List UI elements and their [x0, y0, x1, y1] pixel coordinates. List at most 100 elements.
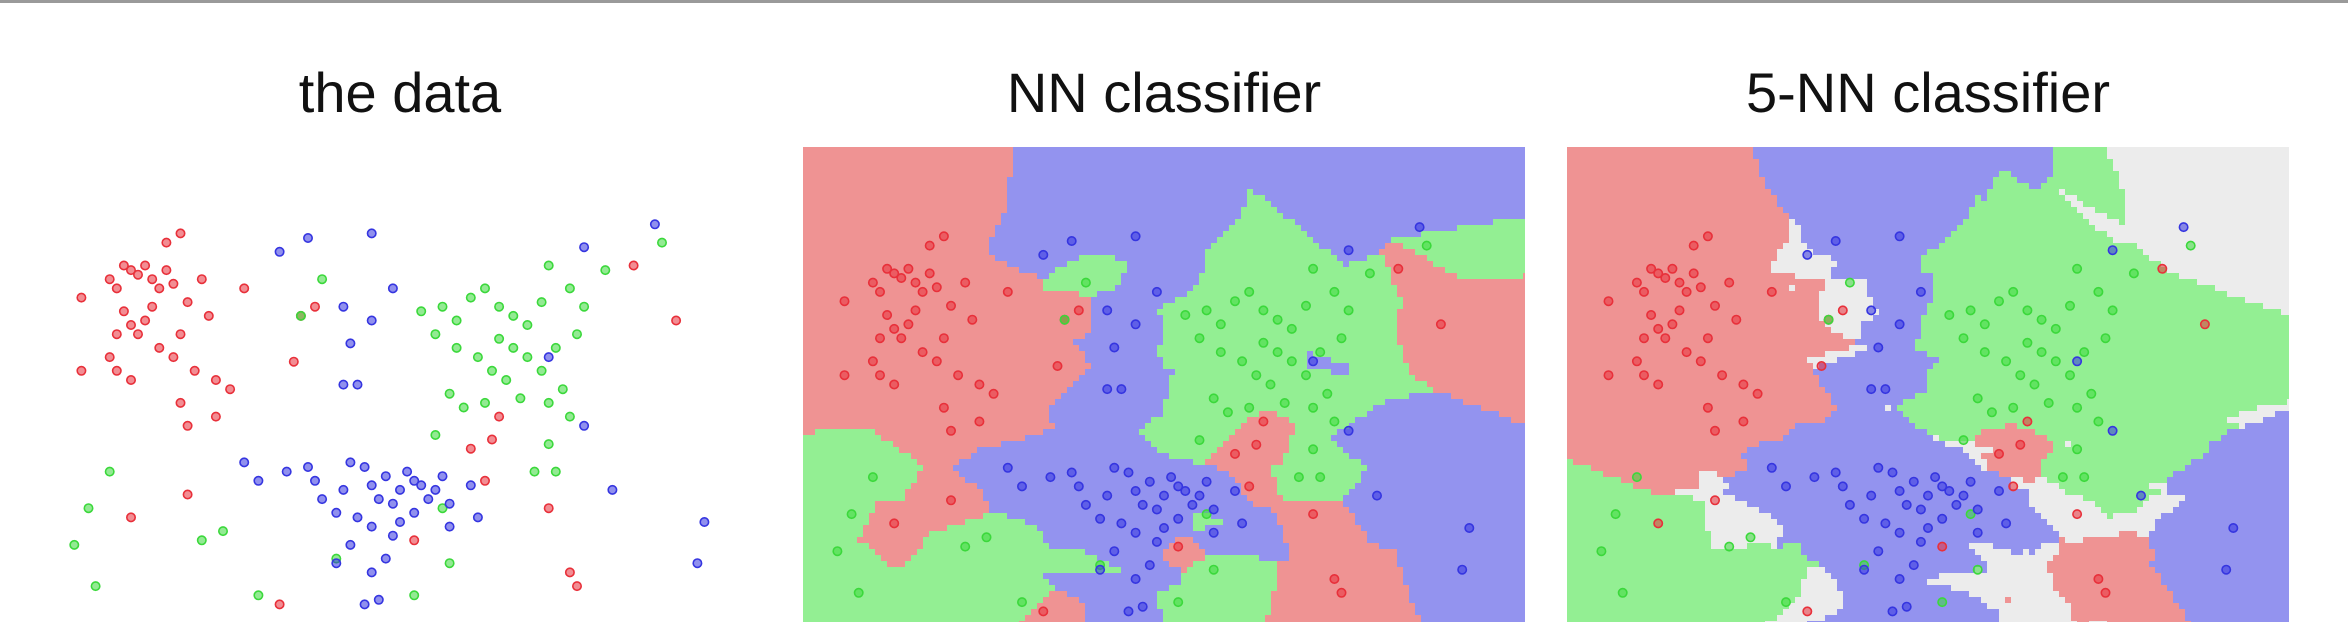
decision-region-blue: [1415, 603, 1525, 610]
decision-region-red: [1451, 393, 1525, 400]
data-point-blue: [1130, 573, 1141, 584]
decision-region-red: [1511, 417, 1525, 424]
decision-region-green: [1927, 351, 2289, 358]
decision-region-red: [917, 477, 966, 484]
data-point-blue: [444, 498, 455, 509]
data-point-blue: [1837, 481, 1848, 492]
decision-region-green: [1055, 267, 1128, 274]
data-point-green: [557, 384, 568, 395]
decision-region-blue: [1199, 543, 1290, 550]
data-point-red: [946, 300, 957, 311]
data-point-green: [486, 365, 497, 376]
decision-region-blue: [989, 249, 1206, 256]
decision-region-blue: [1801, 549, 1976, 556]
decision-region-red: [887, 561, 906, 568]
data-point-green: [960, 541, 971, 552]
decision-region-blue: [1831, 399, 1904, 406]
data-point-green: [2057, 472, 2068, 483]
decision-region-blue: [1085, 333, 1164, 340]
data-point-blue: [366, 315, 377, 326]
decision-region-green: [1567, 483, 1634, 490]
decision-region-blue: [1807, 243, 1940, 250]
data-point-blue: [1958, 490, 1969, 501]
data-point-red: [486, 434, 497, 445]
data-point-red: [1738, 416, 1749, 427]
data-point-blue: [1457, 564, 1468, 575]
decision-region-red: [1567, 441, 1760, 448]
decision-region-undecided: [1981, 555, 2054, 562]
decision-region-undecided: [2011, 483, 2060, 490]
decision-region-green: [1567, 459, 1574, 466]
data-point-green: [196, 535, 207, 546]
data-point-green: [1215, 347, 1226, 358]
data-point-green: [1308, 444, 1319, 455]
decision-region-red: [1379, 249, 1416, 256]
decision-region-red: [2065, 597, 2174, 604]
decision-region-red: [1567, 375, 1820, 382]
decision-region-blue: [1771, 189, 1988, 196]
decision-region-blue: [1783, 525, 2054, 532]
decision-region-red: [1415, 375, 1525, 382]
data-point-red: [953, 370, 964, 381]
data-point-red: [210, 411, 221, 422]
data-point-blue: [302, 233, 313, 244]
decision-region-blue: [1253, 189, 1525, 196]
decision-region-blue: [1085, 549, 1164, 556]
decision-region-undecided: [1807, 573, 1832, 580]
decision-region-blue: [1043, 573, 1182, 580]
decision-region-red: [803, 255, 996, 262]
data-point-blue: [253, 475, 264, 486]
decision-region-blue: [977, 483, 1242, 490]
decision-region-green: [1567, 477, 1622, 484]
data-point-green: [1979, 347, 1990, 358]
decision-region-green: [2101, 507, 2138, 514]
data-point-blue: [1123, 606, 1134, 617]
decision-region-undecided: [2215, 285, 2289, 292]
decision-region-red: [875, 549, 918, 556]
decision-region-green: [1367, 255, 1386, 262]
decision-region-red: [1217, 465, 1272, 472]
decision-map-nn: [803, 147, 1525, 622]
decision-region-undecided: [2065, 441, 2072, 448]
data-point-blue: [387, 498, 398, 509]
decision-region-blue: [995, 231, 1224, 238]
decision-region-blue: [971, 453, 1170, 460]
decision-region-red: [803, 387, 1068, 394]
decision-region-red: [1987, 459, 2042, 466]
decision-region-blue: [1361, 459, 1525, 466]
decision-region-green: [1427, 255, 1525, 262]
decision-region-blue: [1193, 537, 1284, 544]
data-point-green: [2050, 356, 2061, 367]
decision-region-blue: [1807, 621, 2000, 622]
data-point-green: [1279, 398, 1290, 409]
decision-region-blue: [1873, 315, 1922, 322]
decision-region-red: [869, 543, 924, 550]
decision-region-red: [1567, 189, 1772, 196]
decision-region-green: [1157, 351, 1308, 358]
decision-region-red: [1265, 615, 1422, 622]
data-point-blue: [1908, 476, 1919, 487]
decision-region-blue: [1307, 231, 1422, 238]
decision-region-blue: [1343, 495, 1525, 502]
data-point-green: [2072, 402, 2083, 413]
decision-region-red: [1567, 429, 1790, 436]
decision-region-green: [803, 561, 888, 568]
decision-region-undecided: [2113, 237, 2289, 244]
decision-region-green: [1247, 195, 1266, 202]
decision-region-green: [1157, 309, 1398, 316]
data-point-red: [154, 342, 165, 353]
data-point-red: [571, 581, 582, 592]
decision-region-green: [1205, 261, 1344, 268]
data-point-red: [1766, 286, 1777, 297]
decision-region-green: [1993, 183, 2030, 190]
data-point-blue: [1809, 472, 1820, 483]
data-point-red: [126, 512, 137, 523]
data-point-green: [1937, 597, 1948, 608]
decision-region-red: [1289, 555, 1398, 562]
decision-region-undecided: [2125, 201, 2289, 208]
decision-region-green: [803, 507, 876, 514]
data-point-red: [118, 306, 129, 317]
decision-region-green: [2071, 441, 2210, 448]
decision-region-blue: [989, 507, 1272, 514]
decision-region-green: [1157, 597, 1272, 604]
